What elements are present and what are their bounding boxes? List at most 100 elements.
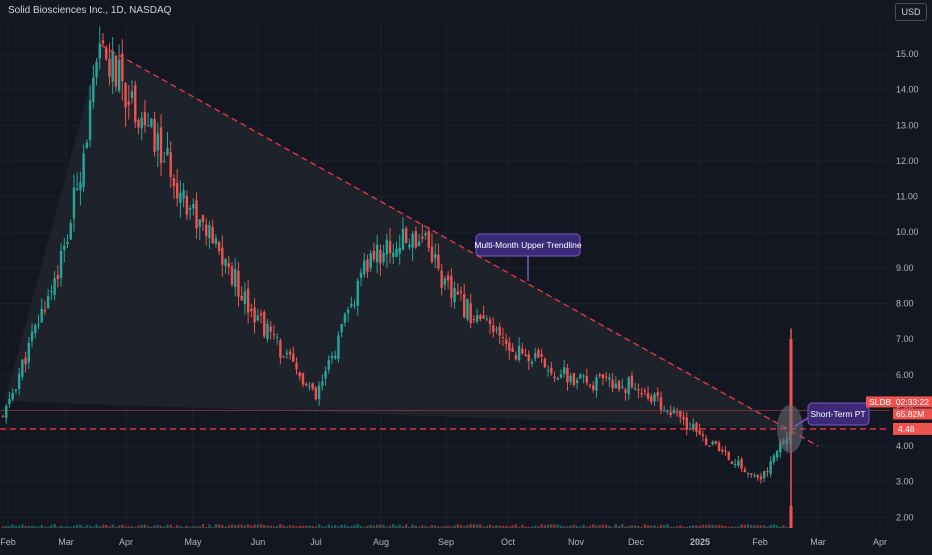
y-tick-label: 14.00 xyxy=(896,85,919,95)
candle-body xyxy=(533,353,537,359)
volume-bar xyxy=(114,526,118,528)
volume-bar xyxy=(756,525,759,528)
candle-body xyxy=(437,254,440,269)
candle-body xyxy=(643,390,647,392)
upper-trendline-label: Multi-Month Upper Trendline xyxy=(474,240,582,250)
volume-bar xyxy=(163,526,166,528)
volume-bar xyxy=(550,524,553,528)
candle-body xyxy=(675,411,679,414)
candle-body xyxy=(498,326,501,336)
volume-bar xyxy=(434,525,437,528)
candle-body xyxy=(108,58,111,77)
volume-bar xyxy=(95,524,98,528)
volume-bar xyxy=(153,525,156,528)
volume-bar xyxy=(105,524,108,528)
candle-body xyxy=(237,271,240,297)
volume-bar xyxy=(321,526,324,528)
volume-bar xyxy=(401,526,405,528)
volume-bar xyxy=(440,526,443,528)
candle-body xyxy=(105,47,108,60)
volume-bar xyxy=(63,526,66,528)
x-tick-label: Dec xyxy=(628,537,645,547)
y-tick-label: 7.00 xyxy=(896,334,914,344)
candle-body xyxy=(492,325,495,333)
volume-bar xyxy=(621,524,624,528)
candle-body xyxy=(601,374,605,379)
volume-bar xyxy=(363,526,366,528)
candle-body xyxy=(385,239,389,255)
volume-bar xyxy=(708,524,711,528)
x-tick-label: Feb xyxy=(0,537,16,547)
x-tick-label: Oct xyxy=(501,537,516,547)
volume-bar xyxy=(485,525,489,528)
candle-body xyxy=(221,247,224,265)
volume-bar xyxy=(475,524,479,528)
candle-body xyxy=(75,188,79,190)
volume-bar xyxy=(292,525,295,528)
volume-bar xyxy=(301,525,305,528)
candle-body xyxy=(646,392,650,399)
candle-body xyxy=(308,385,311,387)
volume-bar xyxy=(604,524,608,528)
volume-bar xyxy=(624,526,627,528)
candle-body xyxy=(369,253,372,269)
y-tick-label: 13.00 xyxy=(896,120,919,130)
volume-bar xyxy=(717,524,721,528)
volume-bar xyxy=(430,525,434,528)
candle-body xyxy=(372,250,376,260)
candle-body xyxy=(240,295,243,301)
volume-bar xyxy=(5,525,8,528)
candle-body xyxy=(524,354,527,357)
volume-bar xyxy=(414,525,418,528)
volume-bar xyxy=(275,526,279,528)
candle-body xyxy=(124,82,127,108)
volume-bar xyxy=(643,524,647,528)
candle-body xyxy=(550,367,553,374)
volume-bar xyxy=(588,525,592,528)
candle-body xyxy=(253,307,256,323)
volume-bar xyxy=(285,526,289,528)
candle-body xyxy=(279,340,282,358)
volume-bar xyxy=(82,526,85,528)
currency-button[interactable]: USD xyxy=(895,3,927,21)
candle-body xyxy=(11,392,14,400)
candle-body xyxy=(340,323,343,333)
candle-body xyxy=(24,357,27,365)
volume-bar xyxy=(227,525,230,528)
volume-bar xyxy=(205,526,208,528)
volume-bar xyxy=(98,526,101,528)
candle-body xyxy=(217,242,221,252)
candle-body xyxy=(698,430,701,435)
candle-body xyxy=(50,290,53,292)
candle-body xyxy=(672,409,676,414)
candle-body xyxy=(588,384,592,386)
candle-body xyxy=(440,270,443,288)
candle-body xyxy=(134,85,137,123)
volume-bar xyxy=(511,525,514,528)
candle-body xyxy=(404,228,408,244)
volume-bar xyxy=(288,525,292,528)
y-tick-label: 4.00 xyxy=(896,441,914,451)
volume-bar xyxy=(221,525,224,528)
y-tick-label: 3.00 xyxy=(896,477,914,487)
volume-bar xyxy=(682,526,685,528)
candle-body xyxy=(659,397,663,410)
candle-body xyxy=(330,356,334,359)
volume-bar xyxy=(30,525,34,528)
candle-body xyxy=(227,263,230,268)
candle-body xyxy=(327,360,330,370)
x-tick-label: Mar xyxy=(58,537,74,547)
x-tick-label: Feb xyxy=(752,537,768,547)
candle-body xyxy=(530,361,534,364)
candle-body xyxy=(650,396,653,403)
volume-bar xyxy=(775,525,779,528)
candle-body xyxy=(598,374,601,376)
candle-body xyxy=(627,377,630,395)
candle-body xyxy=(195,200,198,229)
candle-body xyxy=(205,224,208,237)
volume-bar xyxy=(395,525,398,528)
candle-body xyxy=(617,380,621,390)
volume-bar xyxy=(198,526,201,528)
